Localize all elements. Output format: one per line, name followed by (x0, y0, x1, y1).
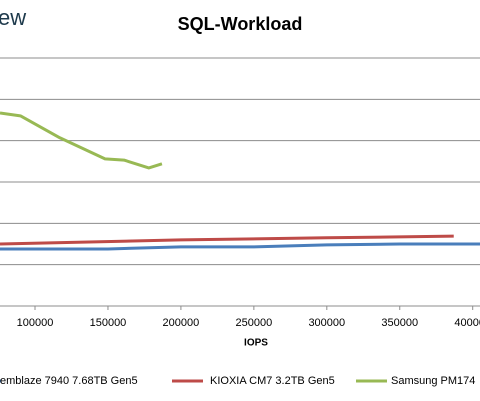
x-tick-label: 350000 (381, 317, 418, 329)
x-tick-label: 200000 (163, 317, 200, 329)
x-tick-label: 100000 (17, 317, 54, 329)
legend-label: Samsung PM174 (391, 375, 475, 387)
legend-label: KIOXIA CM7 3.2TB Gen5 (210, 375, 335, 387)
logo: ew (0, 5, 26, 30)
x-tick-label: 400000 (454, 317, 480, 329)
x-tick-label: 150000 (90, 317, 127, 329)
series-line (0, 242, 480, 251)
x-tick-label: 250000 (236, 317, 273, 329)
x-tick-label: 300000 (308, 317, 345, 329)
legend-label: emblaze 7940 7.68TB Gen5 (0, 375, 138, 387)
x-axis-label: IOPS (244, 338, 268, 349)
series-line (0, 234, 454, 246)
series-line (0, 111, 163, 170)
chart-title: SQL-Workload (178, 14, 303, 34)
